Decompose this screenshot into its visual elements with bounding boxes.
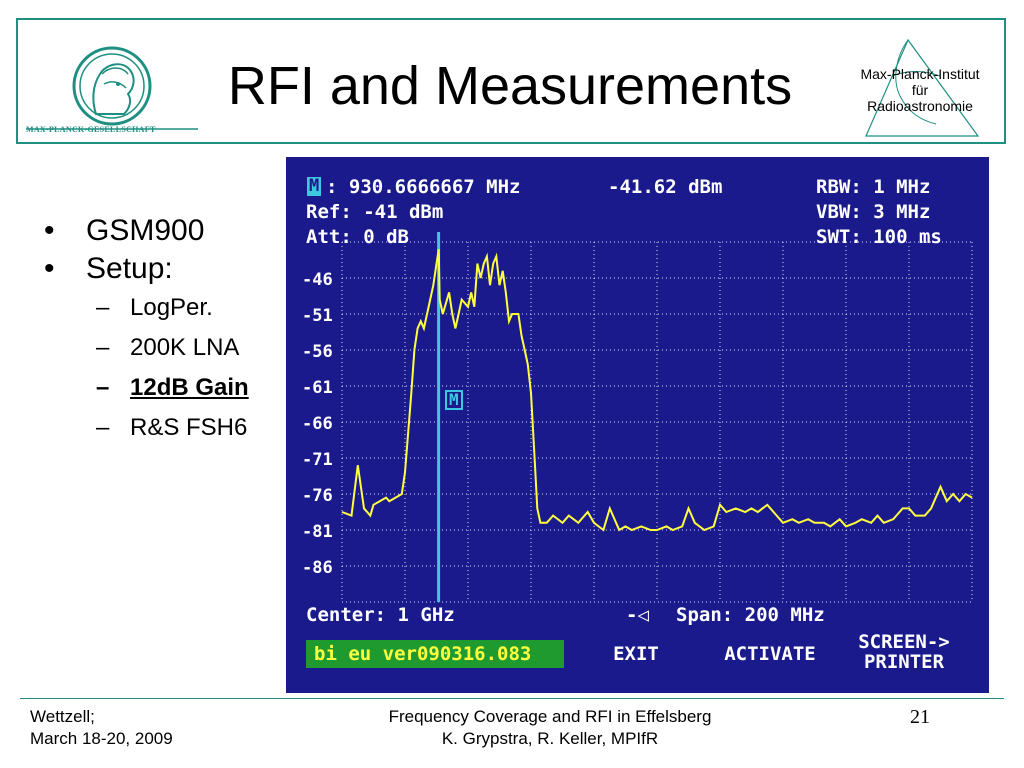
attenuation-readout: Att: 0 dB — [306, 226, 409, 248]
vbw-readout: VBW: 3 MHz — [816, 201, 931, 223]
y-tick-label: -76 — [302, 486, 333, 506]
header-frame — [16, 18, 1006, 144]
footer-venue: Wettzell; March 18-20, 2009 — [30, 706, 173, 750]
mpi-logo-line3: Radioastronomie — [867, 98, 973, 114]
center-frequency-readout: Center: 1 GHz — [306, 604, 455, 626]
footer-divider — [20, 698, 1004, 699]
bullet-gsm900: GSM900 — [44, 212, 284, 250]
y-tick-labels: -46 -51 -56 -61 -66 -71 -76 -81 -86 — [302, 270, 333, 578]
sweep-time-readout: SWT: 100 ms — [816, 226, 942, 248]
rbw-readout: RBW: 1 MHz — [816, 176, 931, 198]
sub-bullet-analyzer: R&S FSH6 — [44, 408, 284, 448]
marker-label: M — [445, 390, 463, 410]
screen-printer-softkey-line1: SCREEN-> — [858, 631, 950, 653]
sub-bullet-gain: 12dB Gain — [44, 368, 284, 408]
exit-softkey: EXIT — [613, 643, 659, 665]
mpi-logo-line2: für — [911, 82, 929, 98]
marker-symbol: M — [307, 176, 322, 196]
y-tick-label: -66 — [302, 414, 333, 434]
marker-level: -41.62 dBm — [608, 176, 723, 198]
plot-grid — [341, 241, 973, 603]
y-tick-label: -71 — [302, 450, 333, 470]
slide-title: RFI and Measurements — [227, 56, 793, 116]
footer-title-line1: Frequency Coverage and RFI in Effelsberg — [388, 707, 712, 726]
bullet-setup: Setup: — [44, 250, 284, 288]
sub-bullet-lna: 200K LNA — [44, 328, 284, 368]
footer-venue-line2: March 18-20, 2009 — [30, 729, 173, 748]
sub-bullet-logper: LogPer. — [44, 288, 284, 328]
mpi-logo-line1: Max-Planck-Institut — [860, 66, 980, 82]
y-tick-label: -51 — [302, 306, 333, 326]
spectrum-analyzer-screenshot: -46 -51 -56 -61 -66 -71 -76 -81 -86 M : 930.6666… — [286, 157, 989, 693]
footer-title: Frequency Coverage and RFI in Effelsberg… — [340, 706, 760, 750]
y-tick-label: -61 — [302, 378, 333, 398]
mpi-logo-text: Max-Planck-Institut für Radioastronomie — [846, 66, 994, 114]
mpg-logo-text: MAX-PLANCK-GESELLSCHAFT — [26, 125, 156, 134]
screen-printer-softkey-line2: PRINTER — [863, 651, 945, 673]
y-tick-label: -81 — [302, 522, 333, 542]
mpg-minerva-logo-icon — [26, 46, 198, 130]
spectrum-trace — [341, 249, 973, 532]
mpi-radio-telescope-logo-icon — [865, 38, 980, 137]
y-tick-label: -46 — [302, 270, 333, 290]
span-readout: Span: 200 MHz — [676, 604, 825, 626]
span-arrow-icon: -◁ — [626, 604, 649, 626]
bullet-list: GSM900 Setup: LogPer. 200K LNA 12dB Gain… — [44, 212, 284, 448]
footer-title-line2: K. Grypstra, R. Keller, MPIfR — [441, 729, 659, 748]
page-number: 21 — [910, 706, 930, 728]
filename-softkey: bi eu ver090316.083 — [306, 640, 564, 668]
y-tick-label: -86 — [302, 558, 333, 578]
y-tick-label: -56 — [302, 342, 333, 362]
footer-venue-line1: Wettzell; — [30, 707, 95, 726]
marker-frequency: : 930.6666667 MHz — [326, 176, 521, 198]
ref-level-readout: Ref: -41 dBm — [306, 201, 444, 223]
spectrum-plot: -46 -51 -56 -61 -66 -71 -76 -81 -86 — [302, 232, 973, 603]
activate-softkey: ACTIVATE — [724, 643, 816, 665]
